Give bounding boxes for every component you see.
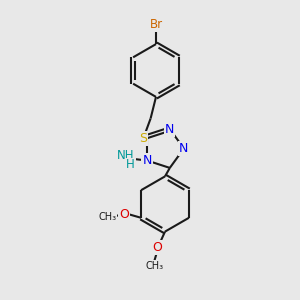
Text: O: O (153, 241, 162, 254)
Text: NH: NH (117, 149, 135, 162)
Text: CH₃: CH₃ (98, 212, 117, 222)
Text: N: N (165, 123, 175, 136)
Text: O: O (119, 208, 129, 221)
Text: CH₃: CH₃ (146, 261, 164, 271)
Text: Br: Br (149, 18, 163, 31)
Text: S: S (139, 132, 147, 146)
Text: N: N (179, 142, 189, 155)
Text: H: H (125, 158, 134, 172)
Text: N: N (142, 154, 152, 167)
